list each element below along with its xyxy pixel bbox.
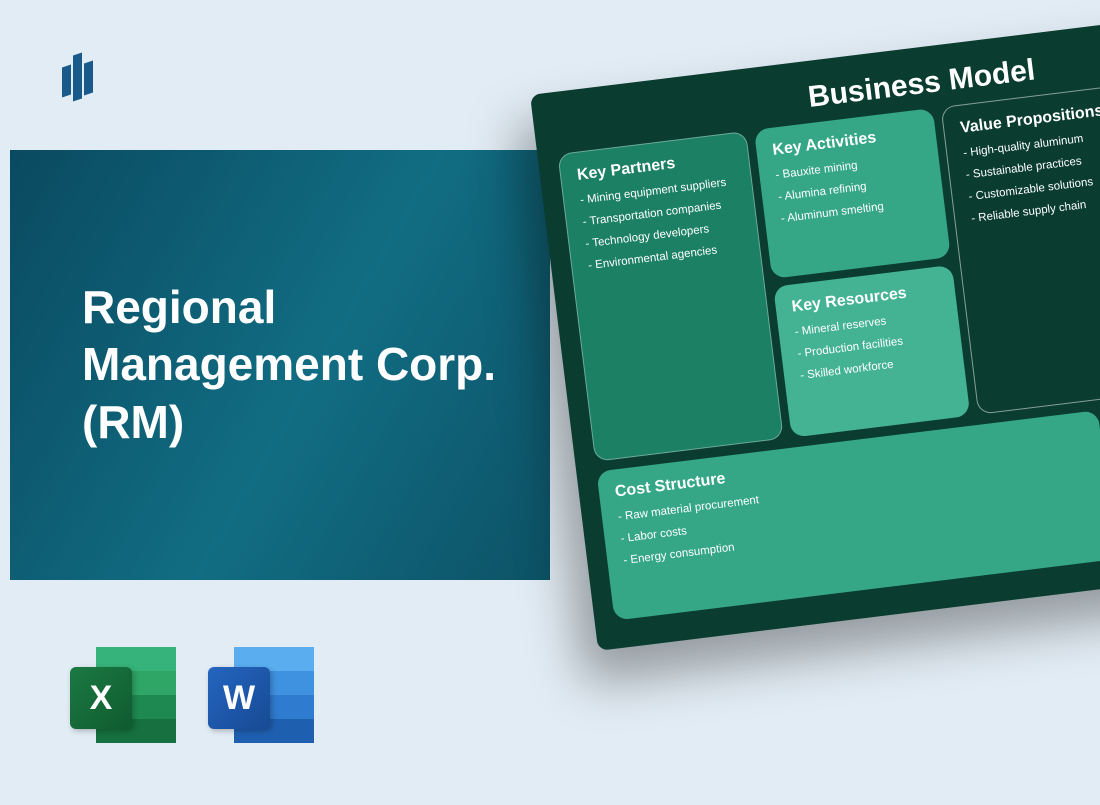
excel-badge-letter: X: [70, 667, 132, 729]
excel-file-icon: X: [70, 641, 180, 751]
block-key-partners: Key Partners Mining equipment suppliers …: [557, 131, 783, 462]
block-list: Mineral reserves Production facilities S…: [794, 305, 949, 388]
title-band: Regional Management Corp. (RM): [10, 150, 550, 580]
page-title: Regional Management Corp. (RM): [82, 279, 510, 452]
file-icons-row: X W: [70, 641, 318, 751]
block-list: High-quality aluminum Sustainable practi…: [962, 123, 1100, 230]
block-key-activities: Key Activities Bauxite mining Alumina re…: [754, 108, 951, 279]
block-value-propositions: Value Propositions High-quality aluminum…: [941, 83, 1100, 415]
brand-logo-icon: [62, 48, 102, 104]
word-badge-letter: W: [208, 667, 270, 729]
block-key-resources: Key Resources Mineral reserves Productio…: [773, 265, 970, 438]
business-model-canvas: Business Model Key Partners Mining equip…: [530, 0, 1100, 651]
block-list: Mining equipment suppliers Transportatio…: [579, 172, 744, 278]
card-frame: Regional Management Corp. (RM) X W Busin…: [10, 10, 1090, 795]
block-list: Bauxite mining Alumina refining Aluminum…: [774, 148, 929, 231]
word-file-icon: W: [208, 641, 318, 751]
